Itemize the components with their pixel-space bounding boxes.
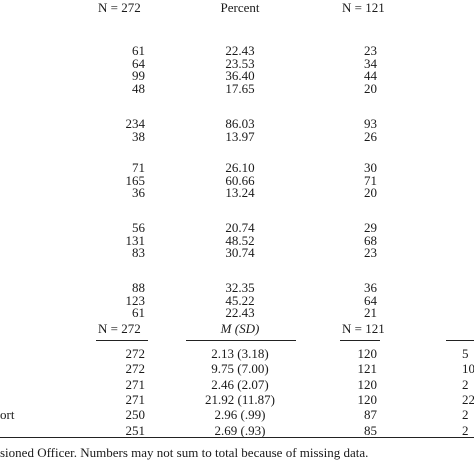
cell-count-2: 64 <box>364 292 377 308</box>
stat-n-1: 272 <box>125 346 146 361</box>
stat-n-2: 85 <box>364 422 377 438</box>
cell-percent: 60.66 <box>225 172 255 188</box>
header-percent: Percent <box>220 0 260 15</box>
cell-count-2: 23 <box>364 245 377 261</box>
stat-msd: 21.92 (11.87) <box>205 391 275 407</box>
rule-col1 <box>96 340 148 341</box>
cell-count-1: 61 <box>132 43 145 58</box>
cell-count-1: 234 <box>125 116 146 131</box>
stat-msd: 2.13 (3.18) <box>211 346 269 361</box>
stat-n-2: 87 <box>364 407 377 423</box>
stat-n-2: 120 <box>357 391 378 407</box>
stat-msd: 2.46 (2.07) <box>211 376 269 392</box>
rule-col2 <box>186 340 296 341</box>
cell-percent: 20.74 <box>225 220 255 235</box>
rule-bottom <box>0 437 474 438</box>
header-n-1: N = 272 <box>98 0 141 15</box>
rule-col4 <box>446 340 474 341</box>
cell-percent: 22.43 <box>225 43 255 58</box>
stat-right: 2 <box>462 407 469 423</box>
cell-count-1: 64 <box>132 55 145 71</box>
cell-count-2: 30 <box>364 160 377 175</box>
stat-right: 2 <box>462 422 469 438</box>
stat-right: 10 <box>462 361 474 377</box>
subheader-n-1: N = 272 <box>98 321 141 336</box>
cell-percent: 17.65 <box>225 80 255 96</box>
stat-right: 22 <box>462 391 474 407</box>
rule-col3 <box>340 340 380 341</box>
cell-percent: 30.74 <box>225 245 255 261</box>
stat-n-2: 120 <box>357 376 378 392</box>
stat-msd: 2.96 (.99) <box>214 407 266 423</box>
cell-count-2: 21 <box>364 305 377 321</box>
footnote: sioned Officer. Numbers may not sum to t… <box>0 445 369 460</box>
cell-count-1: 165 <box>125 172 146 188</box>
cell-count-1: 61 <box>132 305 145 321</box>
cell-count-2: 71 <box>364 172 377 188</box>
cell-count-2: 44 <box>364 68 377 84</box>
cell-percent: 13.97 <box>225 128 255 144</box>
cell-count-2: 26 <box>364 128 377 144</box>
cell-percent: 13.24 <box>225 185 255 201</box>
cell-percent: 23.53 <box>225 55 255 71</box>
cell-count-2: 68 <box>364 232 377 248</box>
cell-count-2: 29 <box>364 220 377 235</box>
stat-n-2: 120 <box>357 346 378 361</box>
cell-count-1: 38 <box>132 128 145 144</box>
stat-n-1: 251 <box>125 422 146 438</box>
cell-count-1: 83 <box>132 245 145 261</box>
stat-right: 5 <box>462 346 469 361</box>
stat-n-2: 121 <box>357 361 378 377</box>
cell-count-1: 88 <box>132 280 145 295</box>
stat-n-1: 272 <box>125 361 146 377</box>
stat-msd: 2.69 (.93) <box>214 422 266 438</box>
cell-count-2: 34 <box>364 55 377 71</box>
cell-count-1: 123 <box>125 292 146 308</box>
cell-count-2: 36 <box>364 280 377 295</box>
subheader-n-2: N = 121 <box>342 321 385 336</box>
stat-n-1: 271 <box>125 391 146 407</box>
subheader-msd: M (SD) <box>220 321 260 336</box>
cell-percent: 45.22 <box>225 292 255 308</box>
cell-percent: 32.35 <box>225 280 255 295</box>
cell-percent: 26.10 <box>225 160 255 175</box>
header-n-2: N = 121 <box>342 0 385 15</box>
cell-percent: 48.52 <box>225 232 255 248</box>
cell-count-2: 23 <box>364 43 377 58</box>
cell-count-1: 56 <box>132 220 145 235</box>
cell-percent: 86.03 <box>225 116 255 131</box>
cell-percent: 22.43 <box>225 305 255 321</box>
cell-count-1: 99 <box>132 68 145 84</box>
cell-count-2: 20 <box>364 80 377 96</box>
cell-percent: 36.40 <box>225 68 255 84</box>
cell-count-1: 48 <box>132 80 145 96</box>
cell-count-2: 20 <box>364 185 377 201</box>
cell-count-2: 93 <box>364 116 377 131</box>
row-label: ort <box>0 407 15 423</box>
stat-msd: 9.75 (7.00) <box>211 361 269 377</box>
stat-n-1: 250 <box>125 407 146 423</box>
cell-count-1: 36 <box>132 185 145 201</box>
cell-count-1: 131 <box>125 232 146 248</box>
stat-right: 2 <box>462 376 469 392</box>
stat-n-1: 271 <box>125 376 146 392</box>
cell-count-1: 71 <box>132 160 145 175</box>
